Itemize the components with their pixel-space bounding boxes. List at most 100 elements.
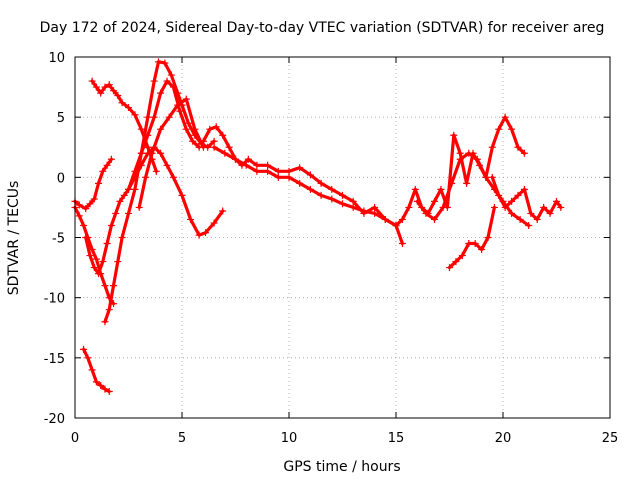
data-point [253,161,261,169]
data-point [144,143,152,151]
x-axis: 0 5 10 15 20 25 [71,57,618,446]
data-point [163,161,171,169]
data-point [210,137,218,145]
data-point [189,137,197,145]
data-point [392,221,400,229]
data-point [339,191,346,199]
data-point [520,149,528,157]
data-point [349,203,357,211]
data-point [154,58,162,66]
data-point [182,125,190,133]
data-point [131,167,139,175]
data-point [157,125,165,133]
data-point [516,215,524,223]
data-point [306,171,314,179]
data-point [116,197,124,205]
data-point [413,197,421,205]
data-point [540,203,548,211]
data-point [360,207,368,215]
x-tick-label: 5 [178,431,186,446]
data-point [135,203,143,211]
data-point [142,173,150,181]
data-point [264,161,272,169]
data-point [317,179,325,187]
data-point [473,155,481,163]
data-point [328,185,336,193]
data-point [371,209,379,217]
x-tick-label: 25 [602,431,619,446]
data-point [99,258,107,266]
data-point [242,161,250,169]
data-point [176,107,184,115]
data-point [92,255,100,263]
data-point [199,143,207,151]
data-point [178,191,186,199]
data-point [90,264,98,272]
data-point [101,318,109,326]
data-point [274,167,282,175]
data-point [114,92,122,100]
data-point [533,215,541,223]
data-point [169,83,177,91]
data-point [285,173,293,181]
data-point [431,215,439,223]
series-arc-5 [103,60,216,324]
data-point [101,385,109,393]
data-point [150,77,158,85]
x-tick-label: 0 [71,431,79,446]
data-point [525,221,533,229]
data-point [411,185,419,193]
data-point [450,131,458,139]
data-point [381,215,389,223]
data-point [84,354,92,362]
data-point [97,382,105,390]
data-point [465,149,473,157]
data-point [150,113,158,121]
data-point [490,203,498,211]
data-point [88,366,96,374]
data-point [206,125,214,133]
series-arc-4 [90,79,158,173]
data-point [371,203,379,211]
data-point [182,95,190,103]
data-point [191,125,199,133]
y-tick-label: 0 [57,171,65,186]
data-point [274,173,282,181]
data-point [195,231,203,239]
x-tick-label: 20 [495,431,512,446]
data-point [165,113,173,121]
data-point [92,83,100,91]
data-series [71,58,565,396]
data-point [471,240,479,248]
data-point [137,125,145,133]
data-point [501,203,509,211]
data-point [101,83,109,91]
data-point [431,197,439,205]
data-point [86,252,94,260]
data-point [527,209,535,217]
data-point [495,191,503,199]
data-point [174,101,182,109]
data-point [88,77,96,85]
data-point [99,167,107,175]
data-point [80,221,88,229]
data-point [465,240,473,248]
data-point [210,219,218,227]
data-point [90,195,98,203]
data-point [488,143,496,151]
data-point [80,345,88,353]
data-point [439,203,447,211]
data-point [328,195,336,203]
data-point [219,131,227,139]
data-point [152,167,160,175]
data-point [82,234,90,241]
series-arc-2 [73,157,114,211]
y-tick-label: 10 [48,51,65,66]
y-tick-label: -5 [52,232,65,247]
data-point [264,167,272,175]
series-arc-1 [73,205,116,306]
data-point [514,191,522,199]
data-point [546,209,554,217]
data-point [131,185,139,193]
